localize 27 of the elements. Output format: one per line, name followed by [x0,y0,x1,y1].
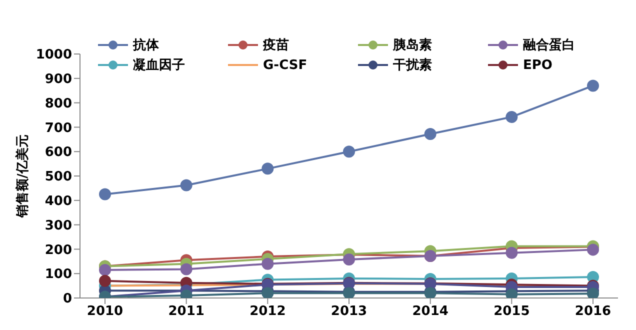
x-tick-label: 2013 [330,304,368,320]
y-tick-label: 100 [44,267,72,282]
y-tick-label: 900 [44,72,72,88]
legend-label: EPO [523,58,552,72]
legend-label: 胰岛素 [393,36,432,54]
x-tick-label: 2010 [86,304,124,320]
x-tick-label: 2016 [574,304,612,320]
legend-label: 疫苗 [263,36,289,54]
y-tick-label: 500 [44,170,72,185]
x-tick-label: 2015 [494,304,530,320]
legend-label: 抗体 [133,37,159,54]
y-tick-label: 700 [44,120,72,136]
legend-label: 凝血因子 [133,57,185,74]
y-axis-title: 销售额/亿美元 [14,134,31,218]
x-tick-label: 2012 [250,304,286,320]
y-tick-label: 300 [44,218,72,234]
y-tick-label: 600 [44,145,72,160]
x-tick-label: 2011 [168,304,204,320]
legend-label: 融合蛋白 [523,37,575,54]
x-tick-label: 2014 [412,304,448,320]
y-tick-label: 200 [44,242,72,258]
y-tick-label: 0 [62,292,72,307]
y-tick-label: 400 [44,194,72,210]
legend-label: 干扰素 [393,56,432,74]
legend-label: G-CSF [263,58,308,72]
y-tick-label: 800 [44,96,72,112]
y-tick-label: 1000 [36,48,72,63]
